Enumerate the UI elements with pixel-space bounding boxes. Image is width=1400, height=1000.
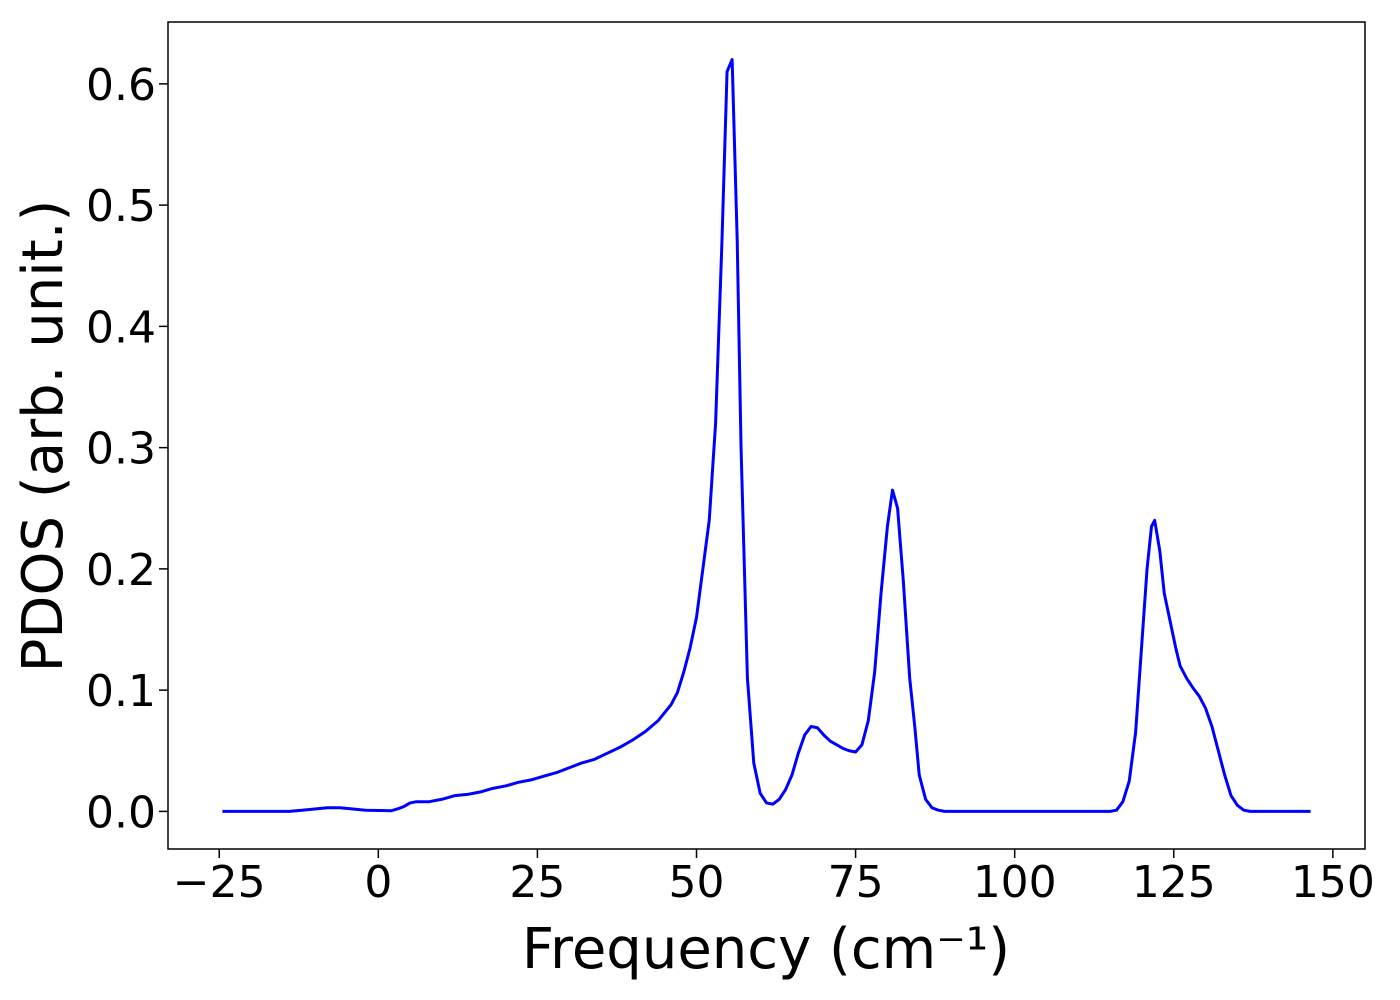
y-tick-label: 0.3 bbox=[86, 424, 156, 475]
y-tick-label: 0.5 bbox=[86, 181, 156, 232]
y-axis-label: PDOS (arb. unit.) bbox=[11, 200, 76, 673]
y-tick-label: 0.6 bbox=[86, 60, 156, 111]
y-tick-label: 0.4 bbox=[86, 302, 156, 353]
x-tick-label: 100 bbox=[973, 857, 1057, 908]
x-tick-label: 50 bbox=[669, 857, 725, 908]
x-tick-label: 125 bbox=[1132, 857, 1216, 908]
y-tick-label: 0.0 bbox=[86, 787, 156, 838]
x-axis-label: Frequency (cm⁻¹) bbox=[522, 917, 1010, 982]
x-tick-label: 0 bbox=[364, 857, 392, 908]
y-tick-label: 0.1 bbox=[86, 666, 156, 717]
x-tick-label: −25 bbox=[173, 857, 266, 908]
x-tick-label: 75 bbox=[828, 857, 884, 908]
data-line bbox=[222, 58, 1311, 813]
x-tick-label: 25 bbox=[509, 857, 565, 908]
x-tick-label: 150 bbox=[1291, 857, 1375, 908]
y-tick-label: 0.2 bbox=[86, 545, 156, 596]
plot-frame bbox=[167, 21, 1366, 850]
